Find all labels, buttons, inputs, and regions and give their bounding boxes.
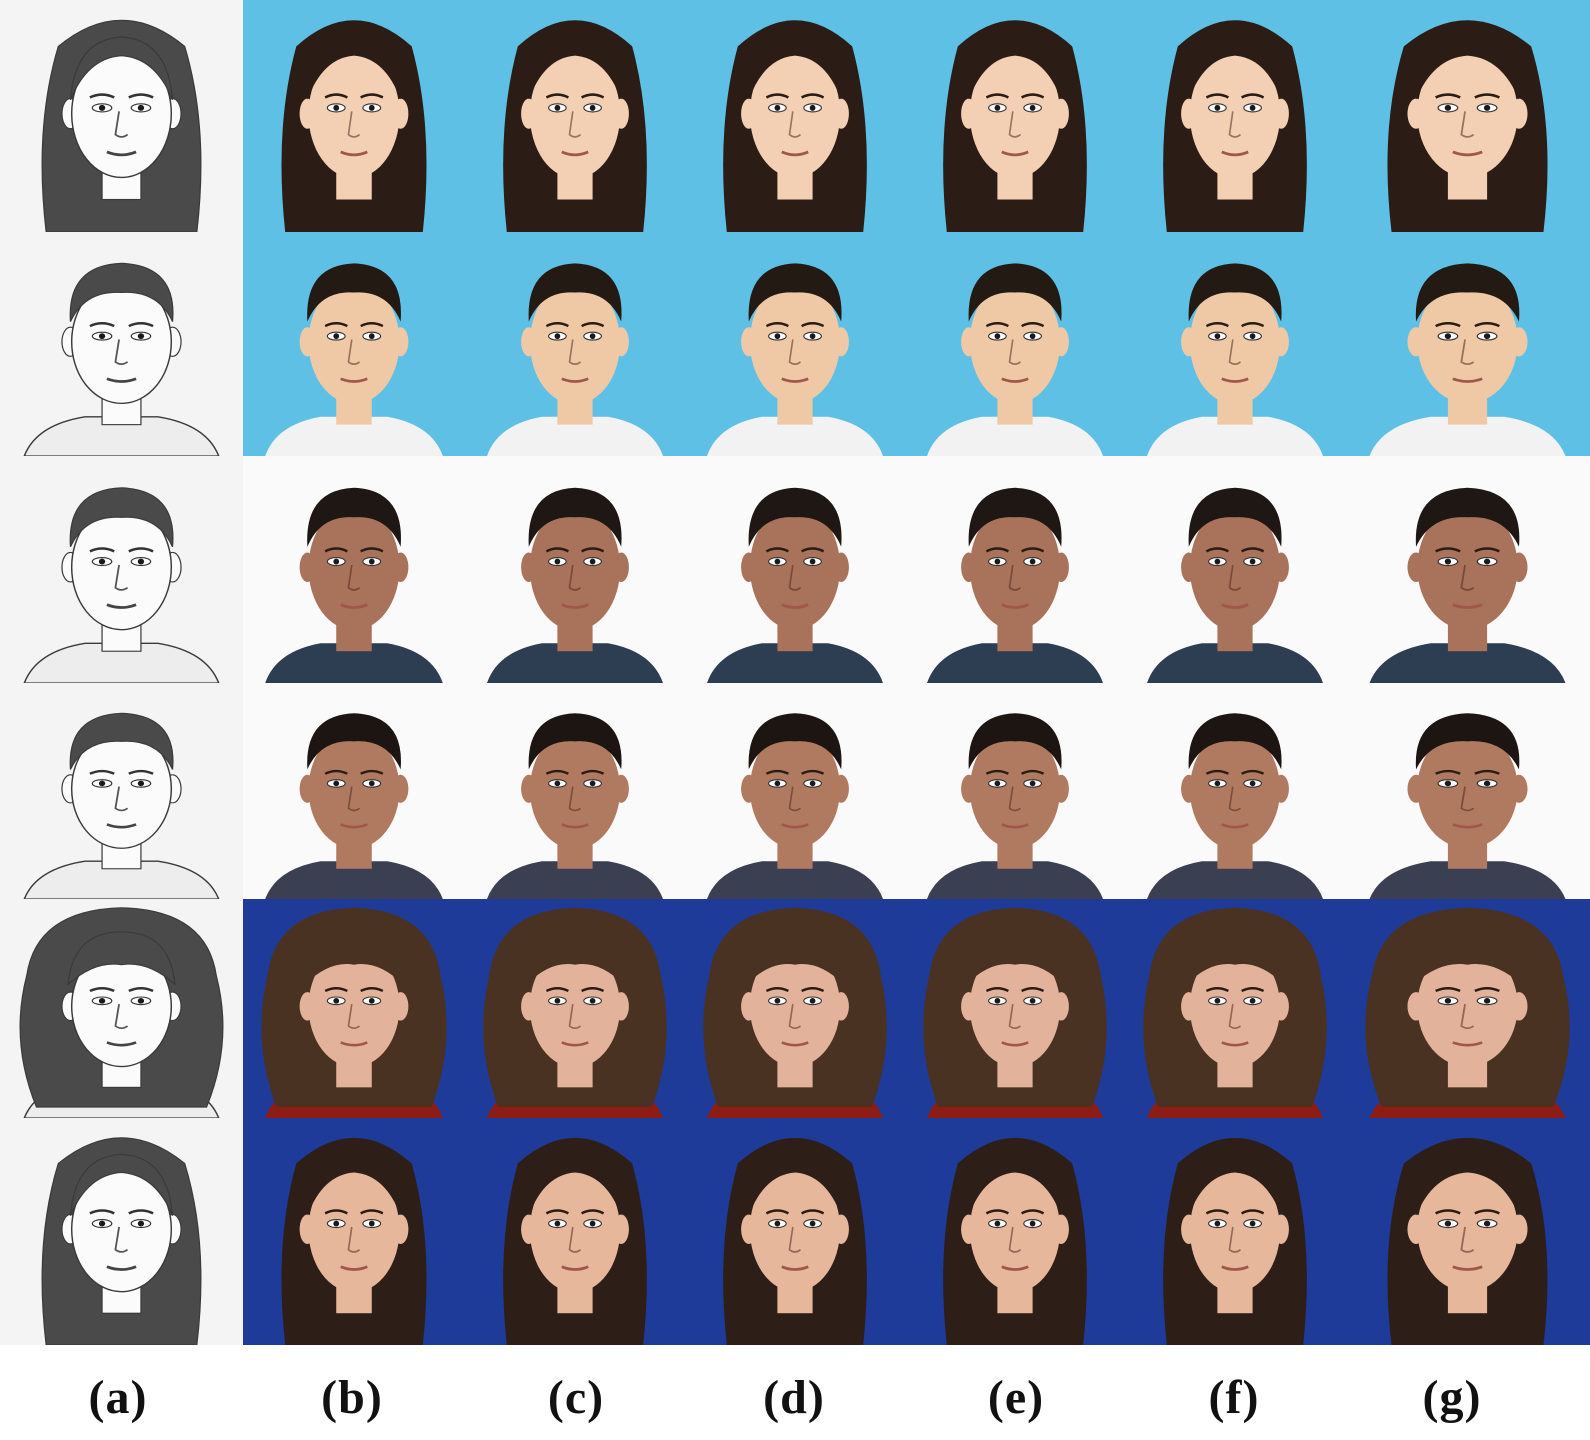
sketch-portrait: [0, 683, 243, 899]
face-image-row-1-col-a: [0, 0, 243, 232]
photo-portrait: [1345, 0, 1590, 232]
photo-portrait: [905, 232, 1125, 456]
photo-portrait: [1125, 456, 1345, 683]
face-image-row-3-col-g: [1345, 456, 1590, 683]
photo-portrait: [465, 0, 685, 232]
photo-portrait: [685, 1118, 905, 1345]
face-image-row-6-col-a: [0, 1118, 243, 1345]
photo-portrait: [905, 456, 1125, 683]
face-image-row-3-col-f: [1125, 456, 1345, 683]
face-image-row-1-col-c: [465, 0, 685, 232]
face-image-row-6-col-g: [1345, 1118, 1590, 1345]
photo-portrait: [465, 456, 685, 683]
photo-portrait: [685, 0, 905, 232]
face-image-row-4-col-e: [905, 683, 1125, 899]
face-image-row-6-col-e: [905, 1118, 1125, 1345]
photo-portrait: [1345, 683, 1590, 899]
photo-portrait: [1125, 899, 1345, 1118]
photo-portrait: [243, 1118, 465, 1345]
photo-portrait: [465, 232, 685, 456]
column-label-e: (e): [987, 1371, 1045, 1424]
photo-portrait: [1125, 1118, 1345, 1345]
face-image-row-5-col-d: [685, 899, 905, 1118]
column-label-c: (c): [547, 1371, 605, 1424]
face-image-row-3-col-c: [465, 456, 685, 683]
face-image-row-1-col-e: [905, 0, 1125, 232]
face-image-row-1-col-f: [1125, 0, 1345, 232]
face-image-row-4-col-f: [1125, 683, 1345, 899]
photo-portrait: [905, 899, 1125, 1118]
face-image-row-5-col-g: [1345, 899, 1590, 1118]
photo-portrait: [685, 456, 905, 683]
face-image-row-3-col-e: [905, 456, 1125, 683]
photo-portrait: [685, 899, 905, 1118]
photo-portrait: [1125, 683, 1345, 899]
photo-portrait: [905, 683, 1125, 899]
face-image-row-4-col-b: [243, 683, 465, 899]
face-image-row-3-col-b: [243, 456, 465, 683]
face-image-row-4-col-g: [1345, 683, 1590, 899]
sketch-portrait: [0, 899, 243, 1118]
face-image-row-6-col-d: [685, 1118, 905, 1345]
sketch-portrait: [0, 456, 243, 683]
photo-portrait: [243, 456, 465, 683]
face-image-row-3-col-d: [685, 456, 905, 683]
face-image-row-2-col-f: [1125, 232, 1345, 456]
column-label-b: (b): [321, 1371, 383, 1424]
photo-portrait: [1125, 0, 1345, 232]
photo-portrait: [465, 899, 685, 1118]
face-image-row-2-col-a: [0, 232, 243, 456]
photo-portrait: [1345, 456, 1590, 683]
photo-portrait: [1125, 232, 1345, 456]
column-labels: (a) (b) (c) (d) (e) (f) (g): [0, 1350, 1590, 1440]
face-image-row-6-col-b: [243, 1118, 465, 1345]
face-image-row-4-col-c: [465, 683, 685, 899]
face-image-row-5-col-b: [243, 899, 465, 1118]
face-image-row-1-col-b: [243, 0, 465, 232]
face-image-row-2-col-b: [243, 232, 465, 456]
face-image-row-6-col-c: [465, 1118, 685, 1345]
face-image-row-5-col-a: [0, 899, 243, 1118]
face-image-row-2-col-d: [685, 232, 905, 456]
photo-portrait: [465, 683, 685, 899]
photo-portrait: [243, 683, 465, 899]
face-image-row-4-col-d: [685, 683, 905, 899]
photo-portrait: [1345, 899, 1590, 1118]
face-image-row-6-col-f: [1125, 1118, 1345, 1345]
photo-portrait: [685, 232, 905, 456]
face-image-row-4-col-a: [0, 683, 243, 899]
photo-portrait: [243, 0, 465, 232]
photo-portrait: [685, 683, 905, 899]
face-image-row-3-col-a: [0, 456, 243, 683]
face-image-row-1-col-d: [685, 0, 905, 232]
sketch-portrait: [0, 232, 243, 456]
photo-portrait: [905, 0, 1125, 232]
photo-portrait: [243, 232, 465, 456]
face-comparison-grid: [0, 0, 1590, 1345]
column-label-f: (f): [1208, 1371, 1260, 1424]
face-image-row-2-col-e: [905, 232, 1125, 456]
face-image-row-5-col-c: [465, 899, 685, 1118]
column-label-a: (a): [88, 1371, 148, 1424]
column-label-g: (g): [1422, 1371, 1482, 1424]
face-image-row-2-col-g: [1345, 232, 1590, 456]
photo-portrait: [1345, 1118, 1590, 1345]
photo-portrait: [243, 899, 465, 1118]
sketch-portrait: [0, 1118, 243, 1345]
photo-portrait: [465, 1118, 685, 1345]
face-image-row-2-col-c: [465, 232, 685, 456]
photo-portrait: [1345, 232, 1590, 456]
face-image-row-5-col-e: [905, 899, 1125, 1118]
face-image-row-1-col-g: [1345, 0, 1590, 232]
face-image-row-5-col-f: [1125, 899, 1345, 1118]
column-label-d: (d): [763, 1371, 825, 1424]
sketch-portrait: [0, 0, 243, 232]
photo-portrait: [905, 1118, 1125, 1345]
